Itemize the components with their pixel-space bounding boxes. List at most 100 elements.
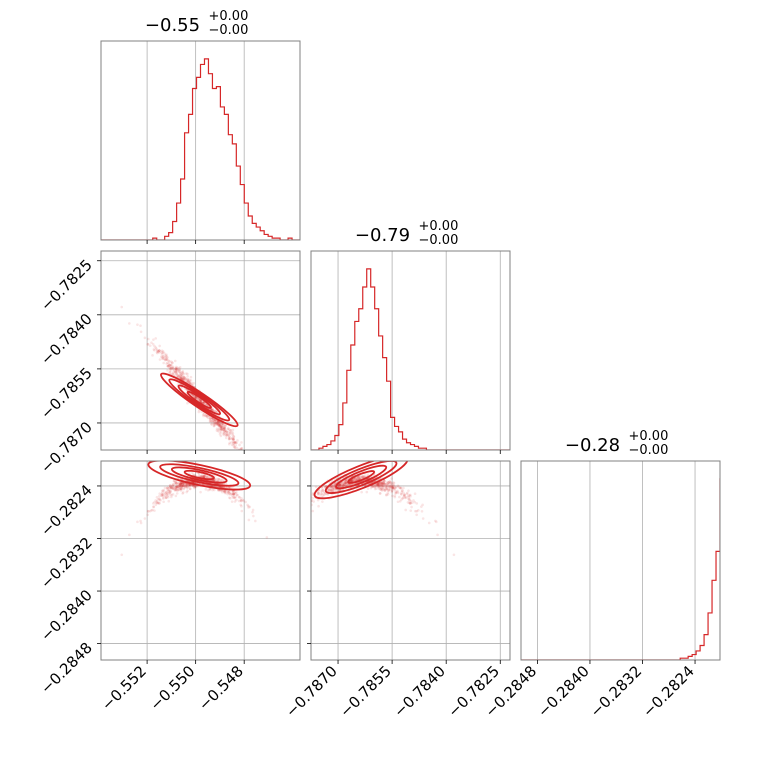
sample-point-2-0-315 xyxy=(181,484,185,487)
sample-point-1-0-509 xyxy=(189,382,192,385)
sample-point-1-0-106 xyxy=(153,348,156,352)
sample-point-1-0-425 xyxy=(223,429,227,432)
sample-point-2-1-382 xyxy=(343,481,347,484)
sample-point-2-0-652 xyxy=(252,514,255,518)
sample-point-2-1-588 xyxy=(392,486,395,490)
sample-point-2-0-121 xyxy=(177,489,180,492)
sample-point-1-0-460 xyxy=(231,433,234,437)
sample-point-2-0-635 xyxy=(232,493,236,496)
sample-point-1-0-405 xyxy=(218,423,222,426)
sample-point-2-1-193 xyxy=(412,499,415,502)
sample-point-1-0-743 xyxy=(217,424,221,428)
sample-point-1-0-291 xyxy=(248,455,251,458)
sample-point-2-1-476 xyxy=(400,498,403,501)
sample-point-1-0-87 xyxy=(178,370,181,374)
sample-point-2-1-409 xyxy=(391,485,394,489)
sample-point-1-0-838 xyxy=(187,381,191,384)
sample-point-1-0-872 xyxy=(232,435,236,439)
sample-point-2-1-315 xyxy=(374,484,378,487)
sample-point-2-1-891 xyxy=(345,481,348,485)
sample-point-2-0-424 xyxy=(165,493,169,497)
sample-point-2-0-67 xyxy=(205,475,208,479)
sample-point-2-0-728 xyxy=(161,489,165,492)
sample-point-1-0-630 xyxy=(227,437,231,440)
sample-point-2-1-16 xyxy=(402,494,406,498)
param-title-minus-1: −0.00 xyxy=(419,233,459,248)
sample-point-1-0-192 xyxy=(231,437,235,441)
sample-point-2-0-501 xyxy=(180,486,184,489)
sample-point-1-0-134 xyxy=(223,427,226,430)
param-title-plus-2: +0.00 xyxy=(629,429,669,444)
sample-point-1-0-216 xyxy=(186,380,190,384)
sample-point-1-0-839 xyxy=(194,396,198,400)
sample-point-1-0-644 xyxy=(231,436,234,440)
sample-point-2-1-736 xyxy=(379,481,382,484)
sample-point-2-0-266 xyxy=(188,483,191,487)
sample-point-2-1-361 xyxy=(339,483,342,487)
sample-point-1-0-160 xyxy=(168,366,171,370)
sample-point-2-0-845 xyxy=(146,513,150,517)
sample-point-2-0-671 xyxy=(234,490,238,494)
sample-point-1-0-373 xyxy=(227,428,231,432)
sample-point-1-0-852 xyxy=(159,350,162,353)
sample-point-1-0-276 xyxy=(228,441,232,445)
sample-point-1-0-124 xyxy=(233,446,237,450)
sample-point-1-0-865 xyxy=(169,366,173,370)
sample-point-1-0-511 xyxy=(192,381,196,385)
sample-point-1-0-449 xyxy=(233,441,237,444)
sample-point-1-0-294 xyxy=(192,395,196,398)
sample-point-1-0-374 xyxy=(210,423,214,426)
sample-point-1-0-689 xyxy=(184,377,187,380)
sample-point-1-0-858 xyxy=(165,358,169,361)
sample-point-2-1-208 xyxy=(353,478,356,481)
sample-point-2-0-279 xyxy=(179,482,182,485)
sample-point-2-1-612 xyxy=(373,487,377,491)
sample-point-2-1-732 xyxy=(344,481,348,485)
sample-point-2-0-614 xyxy=(203,474,207,477)
sample-point-2-1-779 xyxy=(414,509,417,513)
sample-point-2-1-658 xyxy=(349,479,353,483)
sample-point-2-1-875 xyxy=(344,481,348,485)
sample-point-2-0-172 xyxy=(183,484,186,488)
sample-point-2-1-109 xyxy=(392,487,396,491)
sample-point-1-0-738 xyxy=(232,437,235,441)
sample-point-2-1-335 xyxy=(407,496,411,499)
sample-point-2-1-710 xyxy=(389,481,393,484)
sample-point-2-0-403 xyxy=(160,492,164,496)
sample-point-2-0-24 xyxy=(156,497,160,501)
sample-point-2-0-540 xyxy=(179,482,183,486)
sample-point-2-1-102 xyxy=(382,482,386,486)
sample-point-2-1-291 xyxy=(303,506,306,509)
sample-point-2-0-836 xyxy=(174,480,177,484)
sample-point-1-0-384 xyxy=(208,416,212,420)
sample-point-2-1-486 xyxy=(382,487,386,490)
sample-point-1-0-396 xyxy=(187,379,190,383)
sample-point-2-0-210 xyxy=(235,498,238,502)
sample-point-2-0-757 xyxy=(173,489,177,492)
sample-point-2-1-872 xyxy=(322,493,326,497)
sample-point-1-0-128 xyxy=(194,396,197,399)
sample-point-2-1-98 xyxy=(376,483,380,486)
sample-point-1-0-821 xyxy=(168,363,172,367)
sample-point-2-1-540 xyxy=(383,482,386,486)
sample-point-2-0-253 xyxy=(163,486,167,490)
sample-point-2-1-244 xyxy=(333,487,336,490)
sample-point-2-1-523 xyxy=(402,494,406,497)
sample-point-2-0-713 xyxy=(161,497,165,500)
sample-point-1-0-96 xyxy=(220,423,224,427)
sample-point-1-0-343 xyxy=(220,426,224,430)
sample-point-2-0-447 xyxy=(222,486,226,489)
sample-point-2-1-172 xyxy=(382,484,385,488)
sample-point-2-1-110 xyxy=(361,475,364,479)
sample-point-2-0-598 xyxy=(181,482,184,486)
sample-point-1-0-293 xyxy=(223,424,226,428)
sample-point-1-0-228 xyxy=(222,427,226,431)
sample-point-2-1-200 xyxy=(337,485,341,488)
sample-point-1-0-206 xyxy=(208,419,212,422)
sample-point-2-1-183 xyxy=(353,479,356,482)
sample-point-1-0-840 xyxy=(173,359,177,363)
sample-point-2-1-60 xyxy=(386,484,389,487)
sample-point-1-0-1 xyxy=(226,431,230,434)
sample-point-2-1-615 xyxy=(311,509,315,513)
sample-point-2-1-352 xyxy=(416,509,420,512)
